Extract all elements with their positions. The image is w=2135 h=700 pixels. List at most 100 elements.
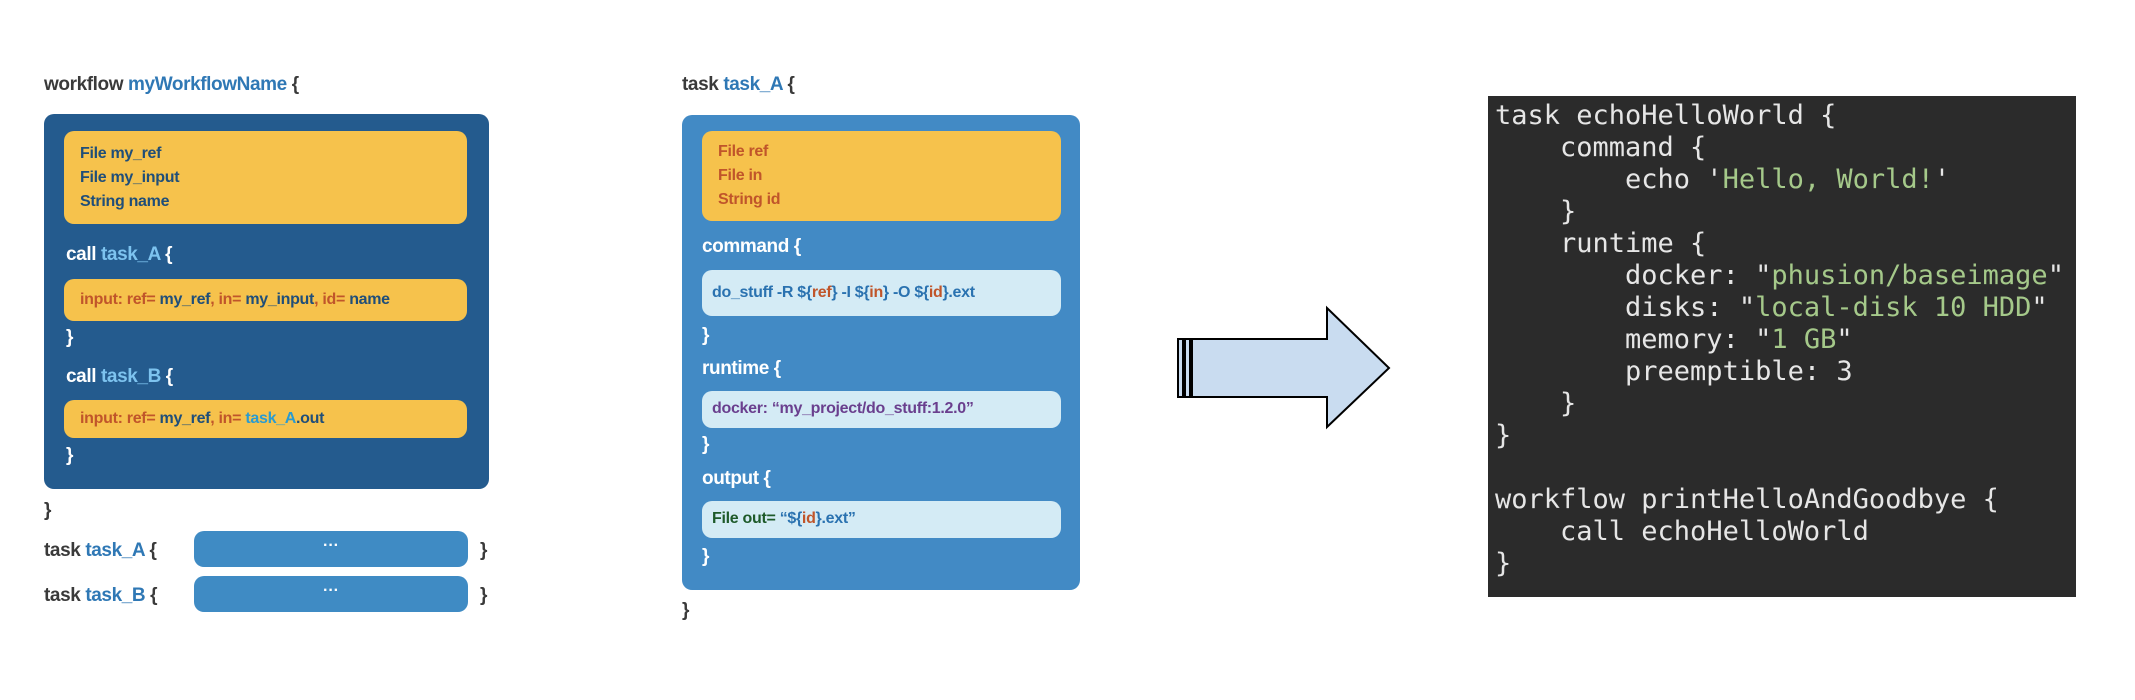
keyword: workflow xyxy=(44,74,124,95)
workflow-header: workflow myWorkflowName { xyxy=(44,74,299,96)
seg: .out xyxy=(296,410,325,427)
code-line: command { xyxy=(1495,132,1706,164)
runtime-line: docker: “my_project/do_stuff:1.2.0” xyxy=(712,400,974,417)
code-line: } xyxy=(1495,420,1511,452)
brace: } xyxy=(480,540,487,561)
code-line: echo 'Hello, World!' xyxy=(1495,164,1950,196)
code-line: runtime { xyxy=(1495,228,1706,260)
seg: File out= xyxy=(712,510,776,527)
code-line: docker: "phusion/baseimage" xyxy=(1495,260,2064,292)
code-token: local-disk 10 HDD xyxy=(1755,292,2032,323)
name: task_A xyxy=(100,244,161,265)
command-line: do_stuff -R ${ref} -I ${in} -O ${id}.ext xyxy=(712,284,975,302)
output-box xyxy=(702,501,1061,538)
brace: } xyxy=(44,500,51,521)
code-token: Hello, World! xyxy=(1722,164,1934,195)
code-token: preemptible: 3 xyxy=(1625,356,1853,387)
code-line: preemptible: 3 xyxy=(1495,356,1853,388)
code-token: } xyxy=(1495,548,1512,579)
code-token: " xyxy=(1836,324,1853,355)
seg: }.ext xyxy=(942,284,975,301)
brace: } xyxy=(702,325,709,346)
code-token: call echoHelloWorld xyxy=(1560,516,1869,547)
seg: id xyxy=(928,284,943,301)
inputs-box xyxy=(64,131,467,224)
task-header: task task_A { xyxy=(682,74,795,96)
call-line: input: ref= my_ref, in= my_input, id= na… xyxy=(80,291,390,309)
code-panel: task echoHelloWorld {command {echo 'Hell… xyxy=(1488,96,2076,597)
code-token: 1 GB xyxy=(1771,324,1837,355)
call-line: input: ref= my_ref, in= task_A.out xyxy=(80,410,324,428)
code-line: workflow printHelloAndGoodbye { xyxy=(1495,484,1999,516)
input: File ref xyxy=(718,143,769,160)
inputs-box xyxy=(702,131,1061,221)
section-head: runtime { xyxy=(702,358,781,379)
brace: } xyxy=(702,434,709,455)
section-head: output { xyxy=(702,468,771,489)
code-token: runtime { xyxy=(1560,228,1707,259)
code-token: echo ' xyxy=(1625,164,1723,195)
code-token: disks: " xyxy=(1625,292,1756,323)
code-line: disks: "local-disk 10 HDD" xyxy=(1495,292,2048,324)
brace: } xyxy=(480,585,487,606)
section-head: command { xyxy=(702,236,801,257)
seg: } -O ${ xyxy=(882,284,929,301)
code-token: " xyxy=(2031,292,2048,323)
seg: }.ext” xyxy=(815,510,856,527)
seg: ref xyxy=(811,284,832,301)
seg: my_input xyxy=(245,291,315,308)
brace: { xyxy=(291,74,299,95)
seg: , in= xyxy=(210,410,242,427)
stub-body: ··· xyxy=(194,531,468,567)
keyword: task xyxy=(44,585,81,606)
name: task_A xyxy=(723,74,783,95)
code-token: } xyxy=(1495,420,1512,451)
seg: “${ xyxy=(779,510,803,527)
seg: do_stuff -R ${ xyxy=(712,284,812,301)
keyword: call xyxy=(66,244,97,265)
stub-body: ··· xyxy=(194,576,468,612)
keyword: call xyxy=(66,366,97,387)
code-line: } xyxy=(1495,196,1576,228)
input: File my_ref xyxy=(80,145,162,162)
brace: } xyxy=(66,327,73,348)
seg: task_A xyxy=(245,410,297,427)
runtime-box xyxy=(702,391,1061,428)
code-token: ' xyxy=(1933,164,1951,195)
output-line: File out= “${id}.ext” xyxy=(712,510,856,528)
code-token: workflow printHelloAndGoodbye { xyxy=(1495,484,1999,515)
name: myWorkflowName xyxy=(128,74,287,95)
code-line: call echoHelloWorld xyxy=(1495,516,1869,548)
brace: } xyxy=(66,445,73,466)
name: task_A xyxy=(85,540,145,561)
brace: } xyxy=(702,546,709,567)
seg: in xyxy=(869,284,883,301)
call-box xyxy=(64,400,467,438)
seg: id xyxy=(801,510,816,527)
name: task_B xyxy=(100,366,161,387)
brace: { xyxy=(150,585,158,606)
command-box xyxy=(702,270,1061,316)
seg: name xyxy=(349,291,390,308)
keyword: task xyxy=(682,74,719,95)
seg: input: ref= xyxy=(80,291,156,308)
code-line: task echoHelloWorld { xyxy=(1495,100,1836,132)
seg: my_ref xyxy=(159,410,211,427)
code-token: memory: " xyxy=(1625,324,1772,355)
seg: , id= xyxy=(314,291,346,308)
code-token: phusion/baseimage xyxy=(1771,260,2048,291)
code-token: " xyxy=(2047,260,2064,291)
brace: } xyxy=(682,600,689,621)
brace: { xyxy=(165,244,173,265)
input: String name xyxy=(80,193,170,210)
brace: { xyxy=(149,540,157,561)
code-token: } xyxy=(1560,196,1577,227)
call-header: call task_B { xyxy=(66,366,173,388)
code-token: command { xyxy=(1560,132,1707,163)
seg: input: ref= xyxy=(80,410,156,427)
input: File my_input xyxy=(80,169,180,186)
seg: my_ref xyxy=(159,291,211,308)
arrow-stripe xyxy=(1177,338,1184,398)
call-header: call task_A { xyxy=(66,244,172,266)
